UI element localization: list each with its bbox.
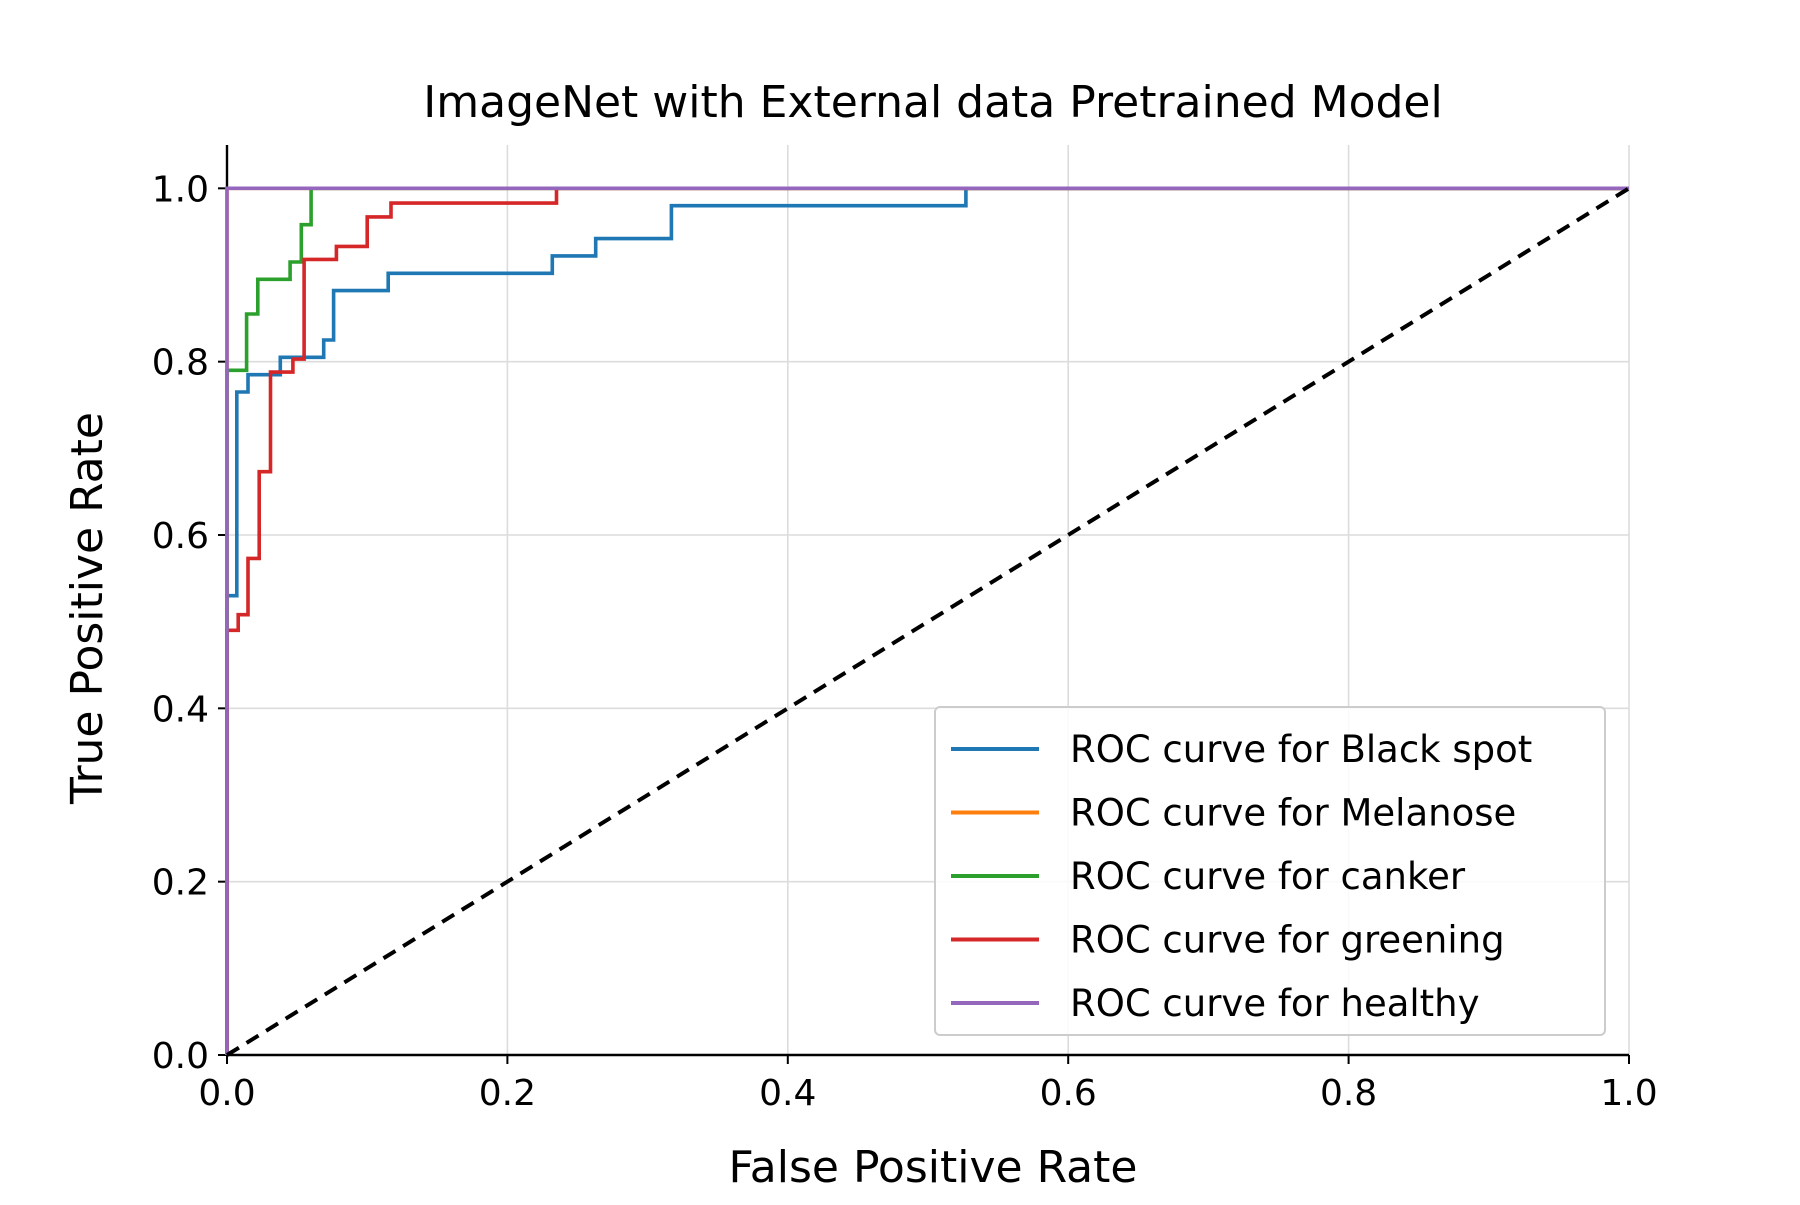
legend: ROC curve for Black spot ROC curve for Me… [934,706,1606,1036]
y-tick-label: 0.6 [152,516,209,557]
series-lines [225,186,1631,1057]
x-tick-label: 0.2 [479,1073,536,1114]
legend-label-roc-curve-for-melanose: ROC curve for Melanose [1070,792,1516,835]
x-tick-label: 0.0 [198,1073,255,1114]
x-tick-label: 0.6 [1040,1073,1097,1114]
y-tick-label: 0.4 [152,689,209,730]
series-line-roc-curve-for-greening [225,186,1629,1055]
x-tick-label: 1.0 [1600,1073,1657,1114]
x-axis-label: False Positive Rate [729,1142,1138,1193]
legend-label-roc-curve-for-healthy: ROC curve for healthy [1070,982,1480,1025]
legend-label-roc-curve-for-greening: ROC curve for greening [1070,919,1505,962]
tick-labels: 0.0 0.2 0.4 0.6 0.8 1.0 0.0 0.2 0.4 0.6 0.8 1.0 [152,169,1658,1114]
legend-box [934,706,1606,1036]
y-tick-label: 0.2 [152,863,209,904]
y-axis-label: True Positive Rate [62,412,113,805]
y-tick-label: 0.0 [152,1036,209,1077]
series-line-roc-curve-for-healthy [225,186,1629,1055]
series-line-roc-curve-for-black-spot [225,186,1629,1055]
legend-label-roc-curve-for-black-spot: ROC curve for Black spot [1070,728,1532,771]
x-tick-label: 0.4 [759,1073,816,1114]
chart-title: ImageNet with External data Pretrained M… [423,77,1442,128]
y-tick-label: 0.8 [152,343,209,384]
y-tick-label: 1.0 [152,169,209,210]
series-line-roc-curve-for-canker [225,186,1629,1055]
legend-label-roc-curve-for-canker: ROC curve for canker [1070,855,1466,898]
x-tick-label: 0.8 [1320,1073,1377,1114]
